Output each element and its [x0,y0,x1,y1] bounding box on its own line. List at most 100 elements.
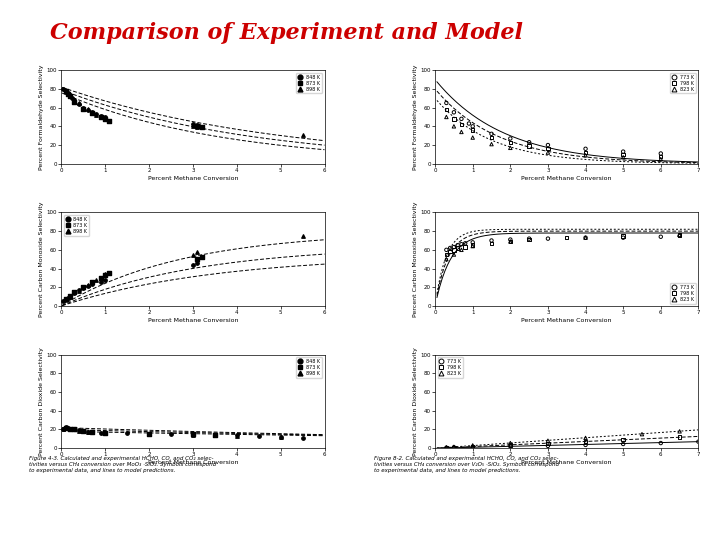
Point [99,114,111,123]
Point [231,431,243,440]
Point [60,87,72,96]
X-axis label: Percent Methane Conversion: Percent Methane Conversion [148,460,238,465]
Point [58,85,69,93]
Point [77,104,89,113]
Point [192,255,203,264]
Point [486,133,498,142]
Point [542,439,554,448]
Point [64,425,76,434]
Point [82,106,94,115]
Point [187,431,199,440]
Legend: 773 K, 798 K, 823 K: 773 K, 798 K, 823 K [670,73,696,93]
Point [674,427,685,436]
Point [95,112,107,120]
Point [209,431,220,440]
Point [73,427,84,436]
Point [448,114,459,123]
Point [452,244,464,252]
Point [77,427,89,436]
Point [192,121,203,130]
Point [441,246,452,254]
Point [99,114,111,123]
Point [456,114,467,123]
Point [693,437,704,446]
Point [68,98,80,106]
Point [95,429,107,437]
X-axis label: Percent Methane Conversion: Percent Methane Conversion [521,460,612,465]
Point [505,134,516,143]
Legend: 773 K, 798 K, 823 K: 773 K, 798 K, 823 K [670,283,696,303]
Point [62,293,73,302]
Point [444,247,456,256]
X-axis label: Percent Methane Conversion: Percent Methane Conversion [148,176,238,181]
Point [143,430,155,438]
Point [505,138,516,146]
Point [104,117,115,125]
Point [121,429,132,437]
Point [99,271,111,279]
Point [66,94,78,103]
Point [91,275,102,284]
Point [542,436,554,445]
Point [143,430,155,438]
Point [86,109,98,118]
Point [467,442,479,451]
Y-axis label: Percent Formaldehyde Selectivity: Percent Formaldehyde Selectivity [39,64,44,170]
Point [64,292,76,300]
Point [297,232,308,240]
Point [99,429,111,437]
Point [467,126,479,134]
Point [99,429,111,437]
Point [441,113,452,122]
Point [64,424,76,433]
Point [192,122,203,131]
Point [99,270,111,279]
Point [60,86,71,95]
Point [58,425,69,434]
Point [253,431,264,440]
Point [99,429,111,437]
Point [192,247,203,256]
Point [95,274,107,282]
Point [73,426,84,435]
Point [143,430,155,438]
Point [441,255,452,264]
Point [62,89,73,98]
Point [674,231,685,239]
Point [99,275,111,284]
Point [448,443,459,451]
Point [459,242,471,251]
Point [444,244,456,252]
Point [618,440,629,448]
Point [467,238,479,247]
Point [523,234,535,243]
Y-axis label: Percent Carbon Dioxide Selectivity: Percent Carbon Dioxide Selectivity [39,347,44,456]
Point [459,239,471,248]
Point [618,147,629,156]
Point [618,150,629,159]
Point [231,431,243,440]
Point [59,423,71,432]
Point [580,148,591,157]
Point [64,91,76,100]
Point [187,250,199,259]
Point [86,108,98,117]
Point [441,443,452,452]
Point [467,242,479,251]
Point [542,141,554,150]
Point [441,99,452,107]
Point [441,250,452,259]
Point [99,113,111,122]
X-axis label: Percent Methane Conversion: Percent Methane Conversion [521,176,612,181]
Text: Figure 4-3. Calculated and experimental HCHO, CO, and CO₂ selec-
tivities versus: Figure 4-3. Calculated and experimental … [29,456,216,473]
Point [655,155,667,164]
Point [62,89,73,97]
Point [448,250,459,259]
Y-axis label: Percent Carbon Monoxide Selectivity: Percent Carbon Monoxide Selectivity [413,201,418,317]
Point [68,425,80,434]
Text: Comparison of Experiment and Model: Comparison of Experiment and Model [50,22,523,44]
Point [77,427,89,436]
Point [618,435,629,444]
Point [95,278,107,286]
Point [59,85,71,94]
